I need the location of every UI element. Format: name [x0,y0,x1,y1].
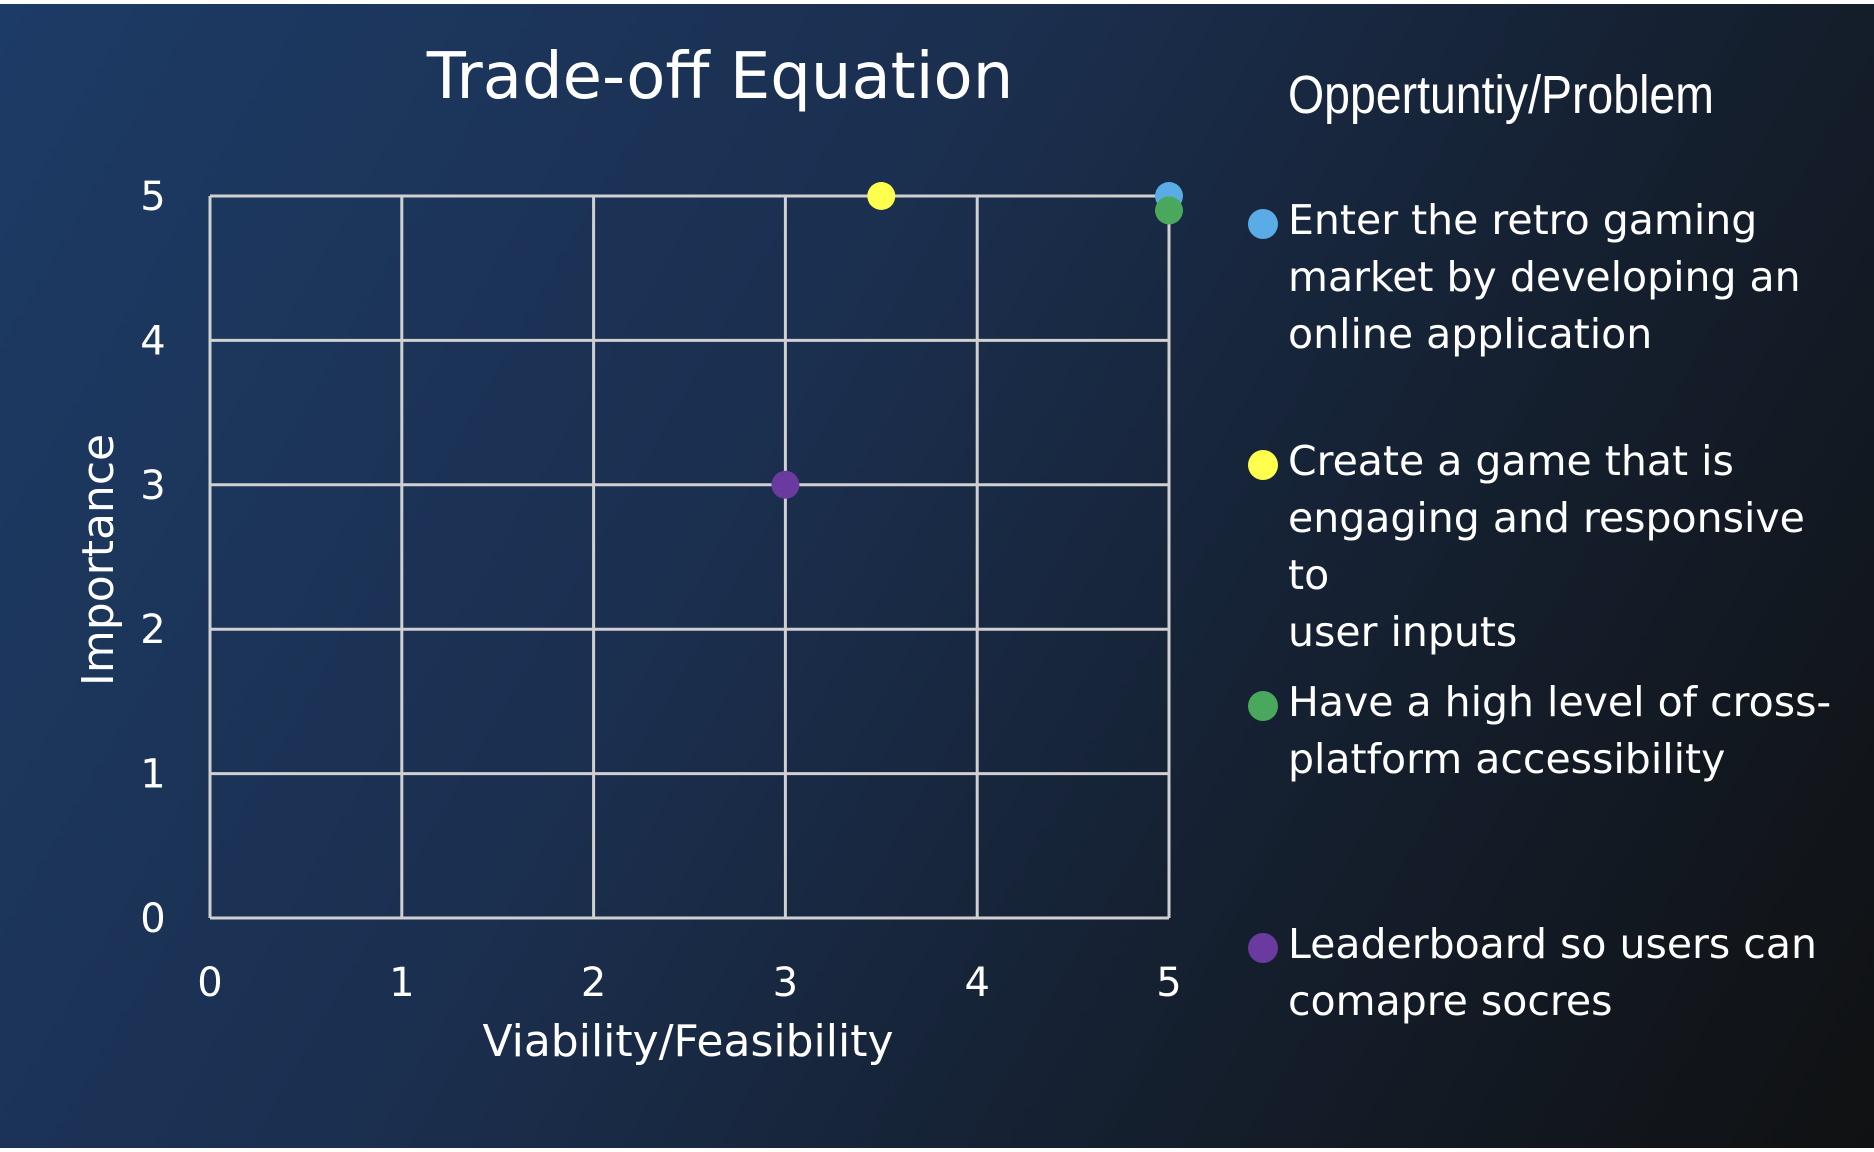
slide: Trade-off Equation 0 1 2 3 4 5 0 1 2 3 4 5 Viabilit… [0,4,1874,1148]
x-tick-label-1: 1 [389,960,414,1006]
tick-labels: 0 1 2 3 4 5 0 1 2 3 4 5 [140,174,1181,1006]
y-axis-label: Importance [73,434,124,686]
gridlines [208,194,1171,920]
scatter-chart: Trade-off Equation 0 1 2 3 4 5 0 1 2 3 4 5 Viabilit… [73,40,1183,1067]
y-tick-label-3: 3 [140,463,165,509]
y-tick-label-1: 1 [140,752,165,798]
y-tick-label-0: 0 [140,896,165,942]
legend-dot-blue [1248,209,1278,239]
data-points [771,182,1183,499]
x-tick-label-2: 2 [581,960,606,1006]
y-tick-label-5: 5 [140,174,165,220]
x-tick-label-0: 0 [197,960,222,1006]
legend-text: Create a game that is engaging and respo… [1288,437,1805,656]
data-point-2 [1155,196,1183,225]
legend-text: Have a high level of cross- platform acc… [1288,678,1832,783]
legend-dot-green [1248,691,1278,721]
data-point-1 [867,182,896,210]
legend: Oppertuntiy/Problem Enter the retro gami… [1248,44,1848,1124]
legend-text: Enter the retro gaming market by develop… [1288,196,1801,358]
x-tick-label-5: 5 [1156,960,1181,1006]
legend-dot-purple [1248,933,1278,963]
legend-title: Oppertuntiy/Problem [1288,65,1714,125]
legend-dot-yellow [1248,450,1278,480]
y-tick-label-4: 4 [140,318,165,364]
chart-title: Trade-off Equation [426,40,1014,114]
data-point-3 [771,470,800,499]
x-axis-label: Viability/Feasibility [482,1016,893,1067]
x-tick-label-3: 3 [773,960,798,1006]
y-tick-label-2: 2 [140,607,165,653]
legend-text: Leaderboard so users can comapre socres [1288,920,1817,1025]
x-tick-label-4: 4 [964,960,989,1006]
